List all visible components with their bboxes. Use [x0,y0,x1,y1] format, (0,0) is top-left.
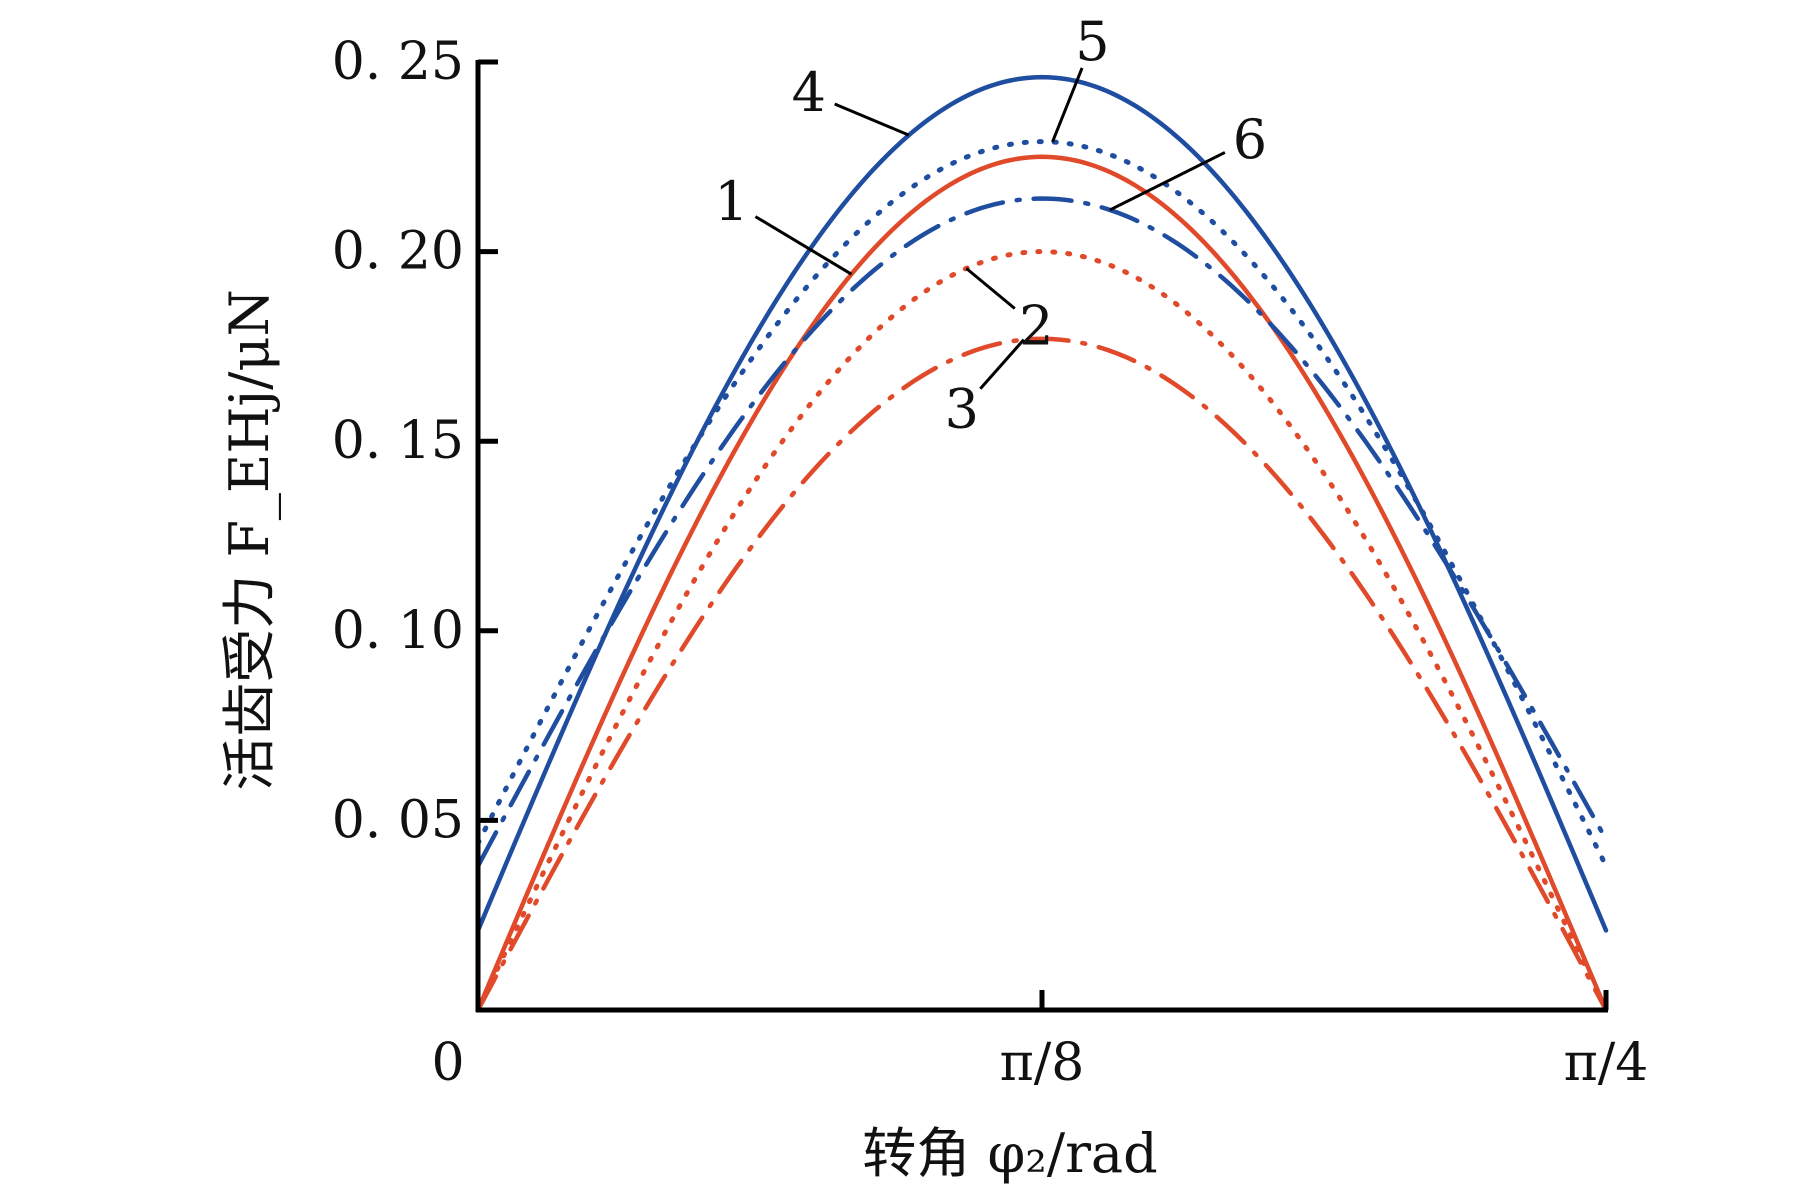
leader-line-1 [754,215,853,276]
y-tick-label-0-25: 0. 25 [332,32,464,92]
x-tick-label-8: π/8 [1000,1033,1085,1093]
series-line-1 [475,154,1609,1013]
y-tick-label-0-15: 0. 15 [332,411,464,471]
series-line-2 [475,249,1609,1013]
y-tick-label-0-05: 0. 05 [332,790,464,850]
curve-label-4: 4 [792,61,826,124]
leader-line-3 [979,338,1025,390]
leader-line-5 [1051,67,1084,143]
x-axis-label: 转角 φ₂/rad [862,1122,1157,1185]
series-line-6 [475,196,1609,869]
series-line-3 [475,336,1609,1013]
curve-label-6: 6 [1233,108,1267,171]
curve-label-3: 3 [945,378,979,441]
curve-label-2: 2 [1019,294,1053,357]
curves [475,74,1609,1013]
ticks [478,59,1609,1010]
tick-labels: 0. 05 0. 10 0. 15 0. 20 0. 25 0 π/8 π/4 [332,32,1649,1093]
leader-line-2 [965,267,1016,310]
x-tick-label-4: π/4 [1564,1033,1649,1093]
leader-line-4 [834,102,910,137]
curve-label-1: 1 [714,170,748,233]
y-tick-label-0-10: 0. 10 [332,601,464,661]
x-tick-label-0: 0 [431,1033,464,1093]
series-line-4 [475,74,1609,933]
leader-line-6 [1109,151,1226,212]
y-tick-label-0-20: 0. 20 [332,222,464,282]
series-line-5 [475,139,1609,869]
y-axis-label-group: 活齿受力 F_EHj/μN [218,289,281,790]
y-axis-label: 活齿受力 F_EHj/μN [218,289,281,790]
curve-label-5: 5 [1075,10,1109,73]
